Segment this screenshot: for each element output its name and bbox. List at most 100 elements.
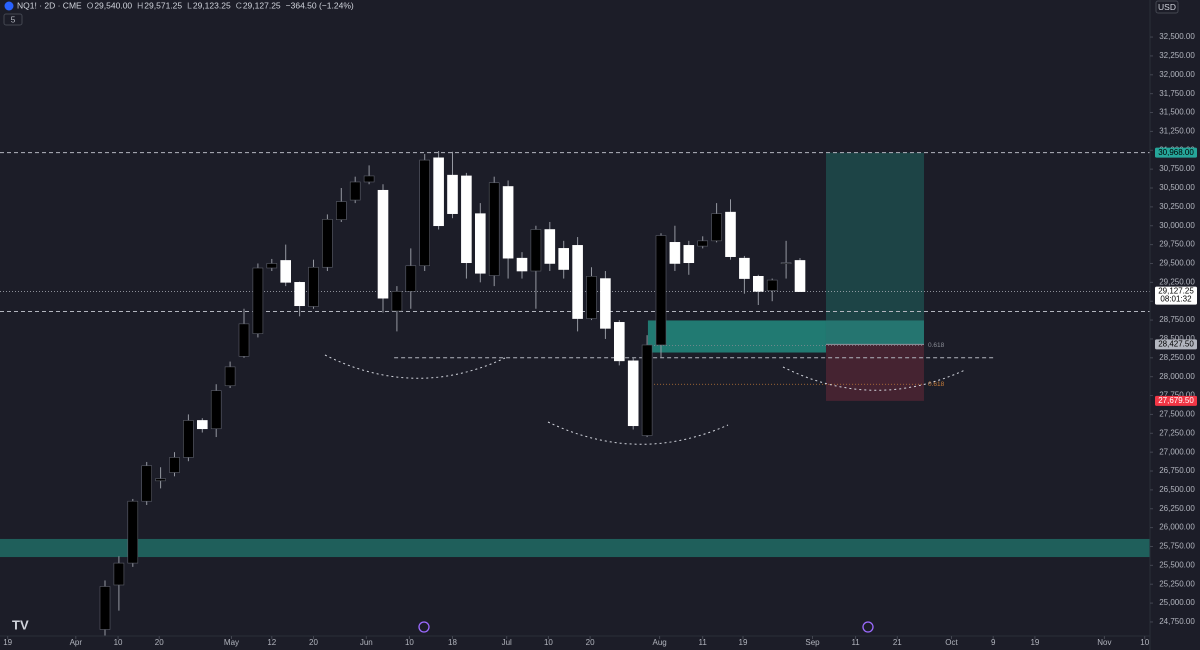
y-tick-label: 28,750.00 [1159, 315, 1195, 324]
y-tick-label: 32,500.00 [1159, 32, 1195, 41]
symbol: NQ1! · 2D · CME [17, 0, 82, 10]
candle-body [544, 229, 556, 264]
y-tick-label: 30,500.00 [1159, 183, 1195, 192]
candle-body [669, 242, 681, 264]
candle-body [488, 182, 500, 276]
y-tick-label: 25,000.00 [1159, 598, 1195, 607]
price-badge [1155, 147, 1197, 158]
y-tick-label: 27,000.00 [1159, 447, 1195, 456]
candle-body [377, 189, 389, 299]
candle-body [711, 213, 722, 242]
change: −364.50 (−1.24%) [286, 0, 354, 10]
tv-logo: TV [12, 617, 29, 632]
y-tick-label: 26,750.00 [1159, 466, 1195, 475]
candle-body [780, 262, 792, 265]
candle-body [739, 257, 750, 279]
price-badge-label: 30,968.00 [1158, 148, 1194, 157]
x-tick-label: 11 [699, 638, 708, 647]
zone [0, 538, 1150, 558]
price-badge-countdown: 08:01:32 [1160, 295, 1192, 304]
x-tick-label: May [224, 638, 239, 647]
badge [3, 13, 23, 26]
candle-body [752, 276, 764, 292]
candle-body [794, 260, 806, 292]
candle-body [530, 229, 542, 272]
candle-body [196, 420, 208, 430]
x-tick-label: Jun [360, 638, 373, 647]
y-tick-label: 29,500.00 [1159, 259, 1195, 268]
y-tick-label: 32,250.00 [1159, 51, 1195, 60]
ohlc-value: 29,571.25 [144, 0, 182, 10]
candle-body [155, 478, 166, 482]
candle-body [461, 175, 472, 264]
candle-body [627, 360, 639, 427]
arc-drawing [782, 366, 966, 391]
candle-body [433, 157, 444, 227]
y-tick-label: 25,750.00 [1159, 542, 1195, 551]
price-badge [1155, 395, 1197, 406]
candle-body [266, 263, 278, 269]
x-tick-label: Jul [502, 638, 512, 647]
candle-body [141, 465, 153, 502]
candle-body [169, 457, 180, 473]
candle-body [613, 322, 625, 362]
candle-body [502, 186, 514, 259]
plot-area: 0.618 0.618 [0, 151, 1150, 637]
candle-body [655, 235, 667, 346]
y-tick-label: 31,500.00 [1159, 108, 1195, 117]
candle-body [252, 267, 264, 334]
candle-body [322, 219, 333, 268]
x-tick-label: 12 [267, 638, 276, 647]
x-tick-label: Sep [805, 638, 820, 647]
fib-label: 0.618 [928, 342, 945, 349]
event-icon[interactable] [862, 621, 874, 633]
candle-body [572, 245, 583, 319]
candle-body [725, 211, 736, 257]
y-tick-label: 29,250.00 [1159, 277, 1195, 286]
ohlc-value: 29,127.25 [243, 0, 281, 10]
x-tick-label: 19 [3, 638, 12, 647]
x-tick-label: Apr [70, 638, 83, 647]
y-tick-label: 27,500.00 [1159, 410, 1195, 419]
y-tick-label: 28,500.00 [1159, 334, 1195, 343]
candle-body [586, 276, 597, 319]
fib-label: 0.618 [928, 381, 945, 388]
event-icon[interactable] [418, 621, 430, 633]
y-tick-label: 29,750.00 [1159, 240, 1195, 249]
y-tick-label: 27,750.00 [1159, 391, 1195, 400]
price-badge-label: 29,127.25 [1158, 287, 1194, 296]
y-tick-label: 25,500.00 [1159, 560, 1195, 569]
ohlc-label: C [236, 0, 242, 10]
candle-body [419, 159, 431, 267]
y-tick-label: 30,250.00 [1159, 202, 1195, 211]
x-tick-label: Nov [1097, 638, 1111, 647]
candle-body [474, 213, 486, 274]
x-tick-label: 10 [544, 638, 553, 647]
x-tick-label: 19 [1030, 638, 1039, 647]
candle-body [405, 265, 417, 292]
ohlc-value: 29,540.00 [94, 0, 132, 10]
price-badge [1155, 339, 1197, 350]
price-badge [1155, 286, 1197, 305]
x-tick-label: 18 [448, 638, 457, 647]
y-tick-label: 24,750.00 [1159, 617, 1195, 626]
y-tick-label: 31,250.00 [1159, 127, 1195, 136]
symbol-logo [4, 1, 14, 11]
candle-body [224, 366, 236, 387]
ohlc-values: O 29,540.00 H 29,571.25 L 29,123.25 C 29,127.25… [87, 0, 354, 10]
candle-body [516, 257, 528, 272]
y-tick-label: 31,750.00 [1159, 89, 1195, 98]
y-tick-label: 32,000.00 [1159, 70, 1195, 79]
x-tick-label: 21 [893, 638, 902, 647]
candle-body [308, 266, 319, 307]
x-tick-label: 9 [991, 638, 996, 647]
x-tick-label: 10 [1140, 638, 1149, 647]
loss-zone [825, 344, 924, 401]
x-tick-label: 11 [851, 638, 860, 647]
y-tick-label: 30,000.00 [1159, 221, 1195, 230]
x-tick-label: 20 [155, 638, 164, 647]
x-tick-label: 10 [405, 638, 414, 647]
